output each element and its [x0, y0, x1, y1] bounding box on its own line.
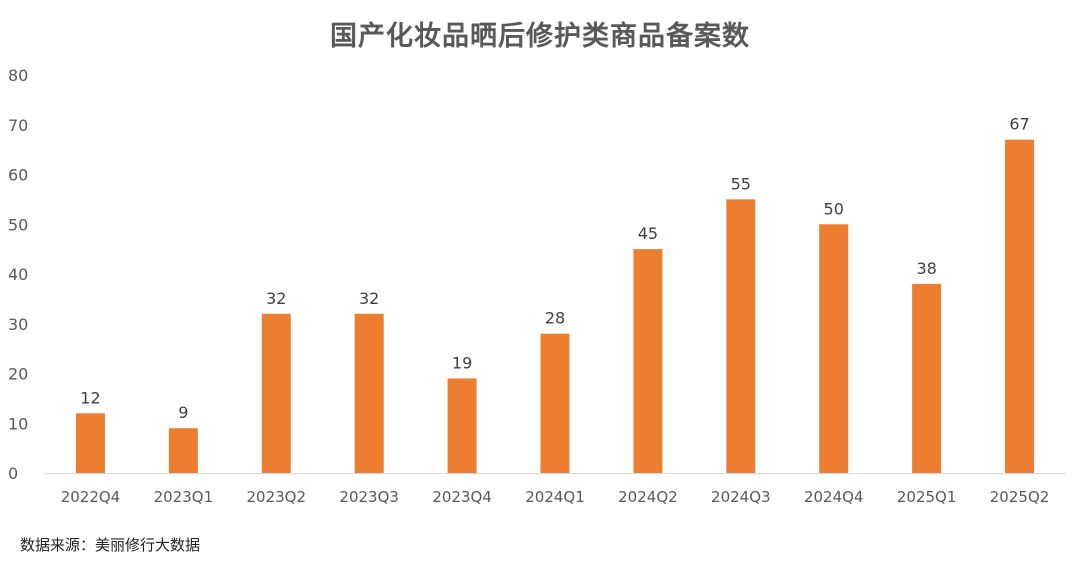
data-label-2024Q4: 50: [824, 199, 844, 218]
data-label-2025Q2: 67: [1009, 115, 1029, 134]
data-label-2024Q3: 55: [731, 174, 751, 193]
bar-2025Q1: [912, 283, 942, 473]
x-tick-label: 2023Q3: [339, 488, 399, 506]
data-label-2023Q2: 32: [266, 289, 286, 308]
data-label-2023Q3: 32: [359, 289, 379, 308]
y-axis: 0 10 20 30 40 50 60 70 80: [8, 66, 28, 483]
bar-2024Q4: [819, 224, 849, 473]
bar-2023Q2: [261, 313, 291, 473]
bar-2024Q3: [726, 199, 756, 473]
bar-series: 12 9 32 32 19 28 45 55 50 38 67: [75, 115, 1035, 474]
y-tick-label: 10: [8, 414, 28, 433]
bar-2023Q4: [447, 378, 477, 473]
data-label-2025Q1: 38: [916, 259, 936, 278]
bar-2023Q3: [354, 313, 384, 473]
x-tick-label: 2023Q2: [247, 488, 307, 506]
bar-2022Q4: [75, 413, 105, 473]
y-tick-label: 50: [8, 215, 28, 234]
x-axis: 2022Q4 2023Q1 2023Q2 2023Q3 2023Q4 2024Q1 2024…: [44, 473, 1066, 506]
bar-2024Q1: [540, 333, 570, 473]
data-label-2024Q1: 28: [545, 309, 565, 328]
data-label-2024Q2: 45: [638, 224, 658, 243]
x-tick-label: 2023Q4: [432, 488, 492, 506]
y-tick-label: 70: [8, 116, 28, 135]
y-tick-label: 30: [8, 315, 28, 334]
chart-title: 国产化妆品晒后修护类商品备案数: [330, 21, 750, 52]
data-label-2022Q4: 12: [80, 388, 100, 407]
y-tick-label: 20: [8, 365, 28, 384]
x-tick-label: 2024Q1: [525, 488, 585, 506]
bar-2025Q2: [1005, 139, 1035, 474]
x-tick-label: 2023Q1: [154, 488, 214, 506]
bar-2023Q1: [168, 428, 198, 473]
y-tick-label: 80: [8, 66, 28, 85]
x-tick-label: 2024Q4: [804, 488, 864, 506]
y-tick-label: 40: [8, 265, 28, 284]
x-tick-label: 2025Q2: [990, 488, 1050, 506]
bar-2024Q2: [633, 249, 663, 473]
x-tick-label: 2022Q4: [61, 488, 121, 506]
data-label-2023Q4: 19: [452, 353, 472, 372]
y-tick-label: 60: [8, 166, 28, 185]
data-label-2023Q1: 9: [178, 403, 188, 422]
x-tick-label: 2024Q3: [711, 488, 771, 506]
y-tick-label: 0: [8, 464, 18, 483]
data-source-note: 数据来源：美丽修行大数据: [20, 536, 201, 554]
x-tick-label: 2024Q2: [618, 488, 678, 506]
x-tick-label: 2025Q1: [897, 488, 957, 506]
